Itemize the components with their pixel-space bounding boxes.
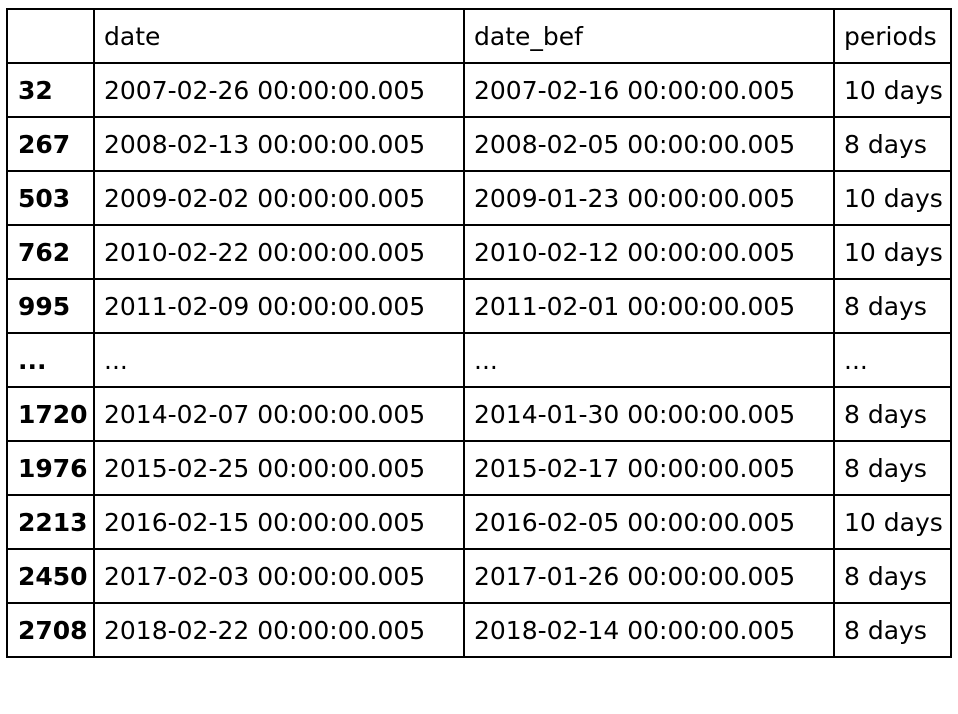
cell-date: 2008-02-13 00:00:00.005 [93, 116, 465, 172]
row-index: 2708 [6, 602, 95, 658]
cell-date: 2014-02-07 00:00:00.005 [93, 386, 465, 442]
table-row: 32 2007-02-26 00:00:00.005 2007-02-16 00… [6, 62, 952, 118]
cell-periods: 10 days [833, 62, 952, 118]
cell-date-bef: ... [463, 332, 835, 388]
row-index: 1720 [6, 386, 95, 442]
cell-date-bef: 2014-01-30 00:00:00.005 [463, 386, 835, 442]
cell-date: 2009-02-02 00:00:00.005 [93, 170, 465, 226]
header-row: date date_bef periods [6, 8, 952, 64]
cell-date: 2007-02-26 00:00:00.005 [93, 62, 465, 118]
cell-date: 2016-02-15 00:00:00.005 [93, 494, 465, 550]
cell-date: 2017-02-03 00:00:00.005 [93, 548, 465, 604]
cell-date-bef: 2008-02-05 00:00:00.005 [463, 116, 835, 172]
cell-date-bef: 2007-02-16 00:00:00.005 [463, 62, 835, 118]
table-row: 503 2009-02-02 00:00:00.005 2009-01-23 0… [6, 170, 952, 226]
header-date: date [93, 8, 465, 64]
cell-date: ... [93, 332, 465, 388]
cell-periods: ... [833, 332, 952, 388]
cell-periods: 10 days [833, 494, 952, 550]
row-index: 762 [6, 224, 95, 280]
row-index: 32 [6, 62, 95, 118]
cell-periods: 10 days [833, 224, 952, 280]
row-index: 2450 [6, 548, 95, 604]
cell-periods: 10 days [833, 170, 952, 226]
cell-periods: 8 days [833, 440, 952, 496]
header-index [6, 8, 95, 64]
cell-date-bef: 2011-02-01 00:00:00.005 [463, 278, 835, 334]
cell-periods: 8 days [833, 602, 952, 658]
cell-date-bef: 2010-02-12 00:00:00.005 [463, 224, 835, 280]
header-periods: periods [833, 8, 952, 64]
header-date-bef: date_bef [463, 8, 835, 64]
cell-periods: 8 days [833, 116, 952, 172]
cell-date-bef: 2015-02-17 00:00:00.005 [463, 440, 835, 496]
cell-date: 2015-02-25 00:00:00.005 [93, 440, 465, 496]
table-row: 995 2011-02-09 00:00:00.005 2011-02-01 0… [6, 278, 952, 334]
cell-date-bef: 2018-02-14 00:00:00.005 [463, 602, 835, 658]
table-row: 762 2010-02-22 00:00:00.005 2010-02-12 0… [6, 224, 952, 280]
cell-date: 2011-02-09 00:00:00.005 [93, 278, 465, 334]
table-row: 1720 2014-02-07 00:00:00.005 2014-01-30 … [6, 386, 952, 442]
table-row: 267 2008-02-13 00:00:00.005 2008-02-05 0… [6, 116, 952, 172]
row-index: 995 [6, 278, 95, 334]
table-row: 2708 2018-02-22 00:00:00.005 2018-02-14 … [6, 602, 952, 658]
cell-date-bef: 2009-01-23 00:00:00.005 [463, 170, 835, 226]
row-index: 1976 [6, 440, 95, 496]
cell-periods: 8 days [833, 278, 952, 334]
cell-periods: 8 days [833, 548, 952, 604]
ellipsis-row: ... ... ... ... [6, 332, 952, 388]
cell-date-bef: 2017-01-26 00:00:00.005 [463, 548, 835, 604]
row-index: 267 [6, 116, 95, 172]
cell-date: 2018-02-22 00:00:00.005 [93, 602, 465, 658]
row-index: ... [6, 332, 95, 388]
cell-date-bef: 2016-02-05 00:00:00.005 [463, 494, 835, 550]
dataframe-table: date date_bef periods 32 2007-02-26 00:0… [6, 8, 952, 658]
table-body: 32 2007-02-26 00:00:00.005 2007-02-16 00… [6, 62, 952, 658]
table-row: 2450 2017-02-03 00:00:00.005 2017-01-26 … [6, 548, 952, 604]
table-header: date date_bef periods [6, 8, 952, 64]
table-row: 2213 2016-02-15 00:00:00.005 2016-02-05 … [6, 494, 952, 550]
row-index: 503 [6, 170, 95, 226]
cell-date: 2010-02-22 00:00:00.005 [93, 224, 465, 280]
row-index: 2213 [6, 494, 95, 550]
cell-periods: 8 days [833, 386, 952, 442]
table-row: 1976 2015-02-25 00:00:00.005 2015-02-17 … [6, 440, 952, 496]
